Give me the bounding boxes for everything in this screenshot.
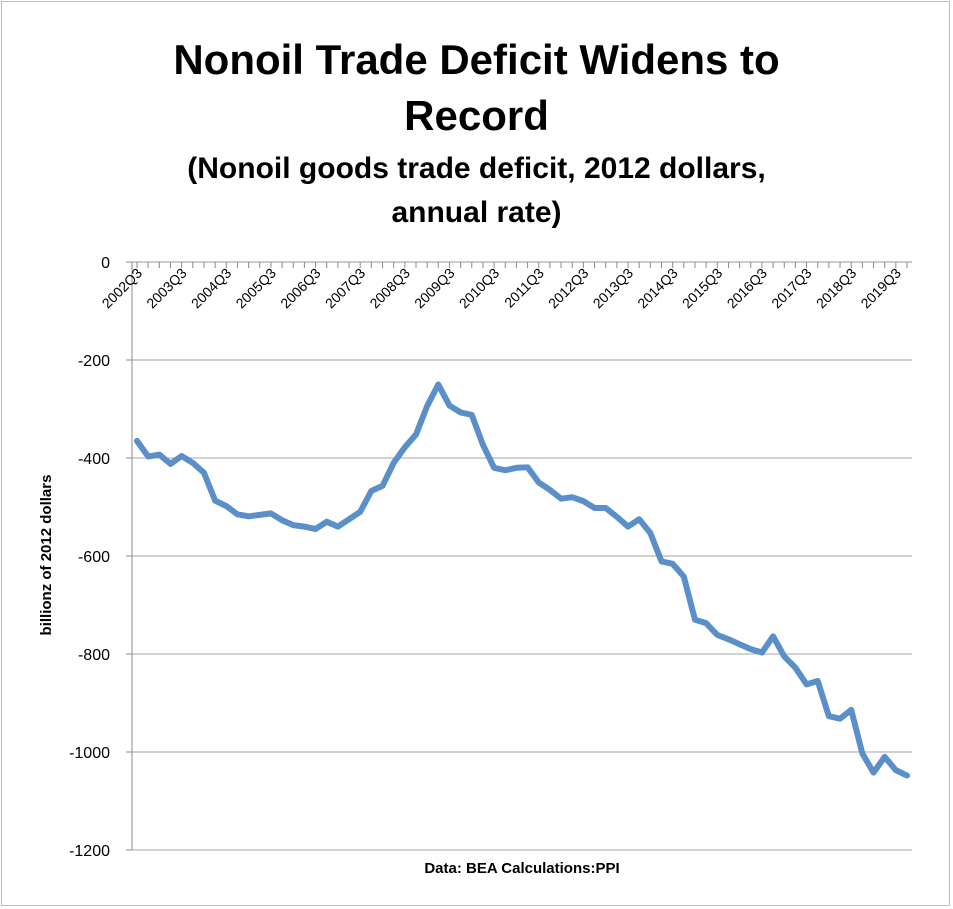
y-tick-label-3: -600 <box>78 549 110 566</box>
chart-subtitle-line-1: (Nonoil goods trade deficit, 2012 dollar… <box>187 152 766 185</box>
x-tick-label-15: 2017Q3 <box>768 265 815 312</box>
x-tick-label-3: 2005Q3 <box>232 265 279 312</box>
y-tick-label-6: -1200 <box>69 843 110 860</box>
x-tick-label-1: 2003Q3 <box>143 265 190 312</box>
gridlines <box>132 261 912 851</box>
x-tick-label-14: 2016Q3 <box>724 265 771 312</box>
x-tick-label-4: 2006Q3 <box>277 265 324 312</box>
x-tick-label-9: 2011Q3 <box>501 265 547 311</box>
y-tick-label-4: -800 <box>78 647 110 664</box>
series-layer <box>134 381 910 779</box>
y-tick-label-1: -200 <box>78 353 110 370</box>
x-tick-label-5: 2007Q3 <box>322 265 369 312</box>
chart-title-line-2: Record <box>404 92 549 139</box>
x-tick-label-10: 2012Q3 <box>545 265 592 312</box>
x-tick-label-13: 2015Q3 <box>679 265 726 312</box>
y-axis: 0 -200 -400 -600 -800 -1000 -1200 <box>69 255 133 860</box>
chart-title-line-1: Nonoil Trade Deficit Widens to <box>173 36 780 83</box>
x-tick-label-8: 2010Q3 <box>456 265 503 312</box>
series-line <box>134 381 910 779</box>
chart-subtitle-line-2: annual rate) <box>391 196 562 229</box>
y-tick-label-2: -400 <box>78 451 110 468</box>
x-tick-label-17: 2019Q3 <box>857 265 904 312</box>
y-tick-label-5: -1000 <box>69 745 110 762</box>
y-tick-label-0: 0 <box>101 255 110 272</box>
x-tick-label-7: 2009Q3 <box>411 265 458 312</box>
y-axis-label: billionz of 2012 dollars <box>38 475 55 636</box>
x-tick-label-12: 2014Q3 <box>634 265 681 312</box>
x-tick-label-16: 2018Q3 <box>813 265 860 312</box>
x-tick-label-2: 2004Q3 <box>188 265 235 312</box>
x-tick-label-6: 2008Q3 <box>366 265 413 312</box>
x-tick-label-11: 2013Q3 <box>590 265 637 312</box>
x-axis: 2002Q32003Q32004Q32005Q32006Q32007Q32008… <box>99 262 908 312</box>
source-note: Data: BEA Calculations:PPI <box>424 860 619 877</box>
